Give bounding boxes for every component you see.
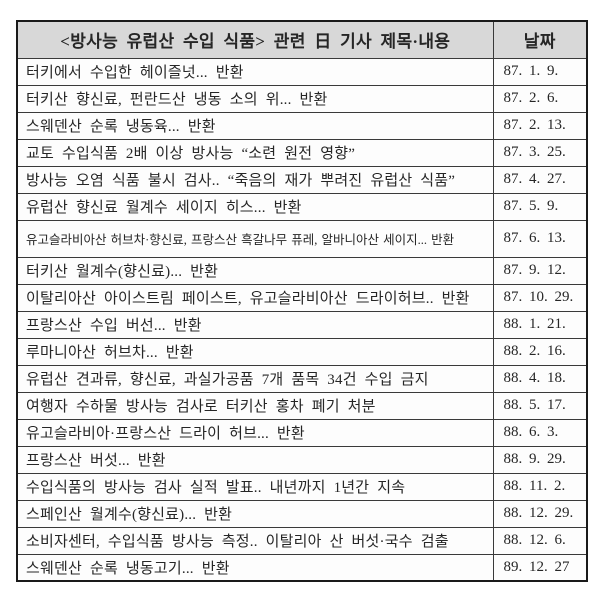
article-title-cell: 스페인산 월계수(향신료)... 반환 [16, 499, 494, 528]
table-row: 프랑스산 수입 버선... 반환 88. 1. 21. [16, 310, 588, 339]
date-cell: 88. 2. 16. [492, 337, 588, 366]
article-title-cell: 유고슬라비아·프랑스산 드라이 허브... 반환 [16, 418, 494, 447]
table-row: 스웨덴산 순록 냉동고기... 반환 89. 12. 27 [16, 553, 588, 582]
table-row: 수입식품의 방사능 검사 실적 발표.. 내년까지 1년간 지속 88. 11.… [16, 472, 588, 501]
date-cell: 87. 6. 13. [492, 219, 588, 258]
table-row: 터키에서 수입한 헤이즐넛... 반환 87. 1. 9. [16, 57, 588, 86]
article-title-cell: 여행자 수하물 방사능 검사로 터키산 홍차 폐기 처분 [16, 391, 494, 420]
table-row: 이탈리아산 아이스트림 페이스트, 유고슬라비아산 드라이허브.. 반환 87.… [16, 283, 588, 312]
article-title-cell: 터키에서 수입한 헤이즐넛... 반환 [16, 57, 494, 86]
date-cell: 88. 4. 18. [492, 364, 588, 393]
title-column-header: <방사능 유럽산 수입 식품> 관련 日 기사 제목·내용 [16, 20, 494, 59]
date-cell: 88. 12. 6. [492, 526, 588, 555]
table-row: 방사능 오염 식품 불시 검사.. “죽음의 재가 뿌려진 유럽산 식품” 87… [16, 165, 588, 194]
article-title-cell: 소비자센터, 수입식품 방사능 측정.. 이탈리아 산 버섯·국수 검출 [16, 526, 494, 555]
date-cell: 88. 1. 21. [492, 310, 588, 339]
date-cell: 87. 9. 12. [492, 256, 588, 285]
article-title-cell: 유럽산 견과류, 향신료, 과실가공품 7개 품목 34건 수입 금지 [16, 364, 494, 393]
table-body: 터키에서 수입한 헤이즐넛... 반환 87. 1. 9. 터키산 향신료, 펀… [16, 57, 588, 582]
date-cell: 89. 12. 27 [492, 553, 588, 582]
article-title-cell: 이탈리아산 아이스트림 페이스트, 유고슬라비아산 드라이허브.. 반환 [16, 283, 494, 312]
article-title-cell: 스웨덴산 순록 냉동육... 반환 [16, 111, 494, 140]
table-row: 소비자센터, 수입식품 방사능 측정.. 이탈리아 산 버섯·국수 검출 88.… [16, 526, 588, 555]
table-row: 프랑스산 버섯... 반환 88. 9. 29. [16, 445, 588, 474]
article-title-cell: 루마니아산 허브차... 반환 [16, 337, 494, 366]
table-row: 터키산 월계수(향신료)... 반환 87. 9. 12. [16, 256, 588, 285]
date-cell: 87. 1. 9. [492, 57, 588, 86]
date-cell: 88. 11. 2. [492, 472, 588, 501]
article-title-cell: 교토 수입식품 2배 이상 방사능 “소련 원전 영향” [16, 138, 494, 167]
date-cell: 87. 2. 13. [492, 111, 588, 140]
table-row: 유고슬라비아·프랑스산 드라이 허브... 반환 88. 6. 3. [16, 418, 588, 447]
table-row: 유고슬라비아산 허브차·향신료, 프랑스산 흑갈나무 퓨레, 알바니아산 세이지… [16, 219, 588, 258]
table-row: 여행자 수하물 방사능 검사로 터키산 홍차 폐기 처분 88. 5. 17. [16, 391, 588, 420]
article-title-cell: 유럽산 향신료 월계수 세이지 히스... 반환 [16, 192, 494, 221]
table-row: 스페인산 월계수(향신료)... 반환 88. 12. 29. [16, 499, 588, 528]
date-cell: 87. 4. 27. [492, 165, 588, 194]
date-cell: 88. 9. 29. [492, 445, 588, 474]
article-title-cell: 프랑스산 버섯... 반환 [16, 445, 494, 474]
article-title-cell: 터키산 향신료, 펀란드산 냉동 소의 위... 반환 [16, 84, 494, 113]
article-title-cell: 방사능 오염 식품 불시 검사.. “죽음의 재가 뿌려진 유럽산 식품” [16, 165, 494, 194]
date-cell: 87. 5. 9. [492, 192, 588, 221]
date-cell: 87. 10. 29. [492, 283, 588, 312]
article-title-cell: 프랑스산 수입 버선... 반환 [16, 310, 494, 339]
table-row: 터키산 향신료, 펀란드산 냉동 소의 위... 반환 87. 2. 6. [16, 84, 588, 113]
date-cell: 88. 6. 3. [492, 418, 588, 447]
table-row: 유럽산 견과류, 향신료, 과실가공품 7개 품목 34건 수입 금지 88. … [16, 364, 588, 393]
date-cell: 88. 12. 29. [492, 499, 588, 528]
table-header: <방사능 유럽산 수입 식품> 관련 日 기사 제목·내용 날짜 [16, 20, 588, 59]
table-row: 교토 수입식품 2배 이상 방사능 “소련 원전 영향” 87. 3. 25. [16, 138, 588, 167]
date-cell: 87. 2. 6. [492, 84, 588, 113]
date-cell: 87. 3. 25. [492, 138, 588, 167]
date-cell: 88. 5. 17. [492, 391, 588, 420]
article-title-cell: 스웨덴산 순록 냉동고기... 반환 [16, 553, 494, 582]
table-row: 스웨덴산 순록 냉동육... 반환 87. 2. 13. [16, 111, 588, 140]
header-row: <방사능 유럽산 수입 식품> 관련 日 기사 제목·내용 날짜 [16, 20, 588, 59]
article-title-cell: 유고슬라비아산 허브차·향신료, 프랑스산 흑갈나무 퓨레, 알바니아산 세이지… [16, 219, 494, 258]
table-row: 루마니아산 허브차... 반환 88. 2. 16. [16, 337, 588, 366]
article-title-cell: 터키산 월계수(향신료)... 반환 [16, 256, 494, 285]
article-title-cell: 수입식품의 방사능 검사 실적 발표.. 내년까지 1년간 지속 [16, 472, 494, 501]
date-column-header: 날짜 [492, 20, 588, 59]
table-row: 유럽산 향신료 월계수 세이지 히스... 반환 87. 5. 9. [16, 192, 588, 221]
news-articles-table: <방사능 유럽산 수입 식품> 관련 日 기사 제목·내용 날짜 터키에서 수입… [16, 20, 588, 582]
